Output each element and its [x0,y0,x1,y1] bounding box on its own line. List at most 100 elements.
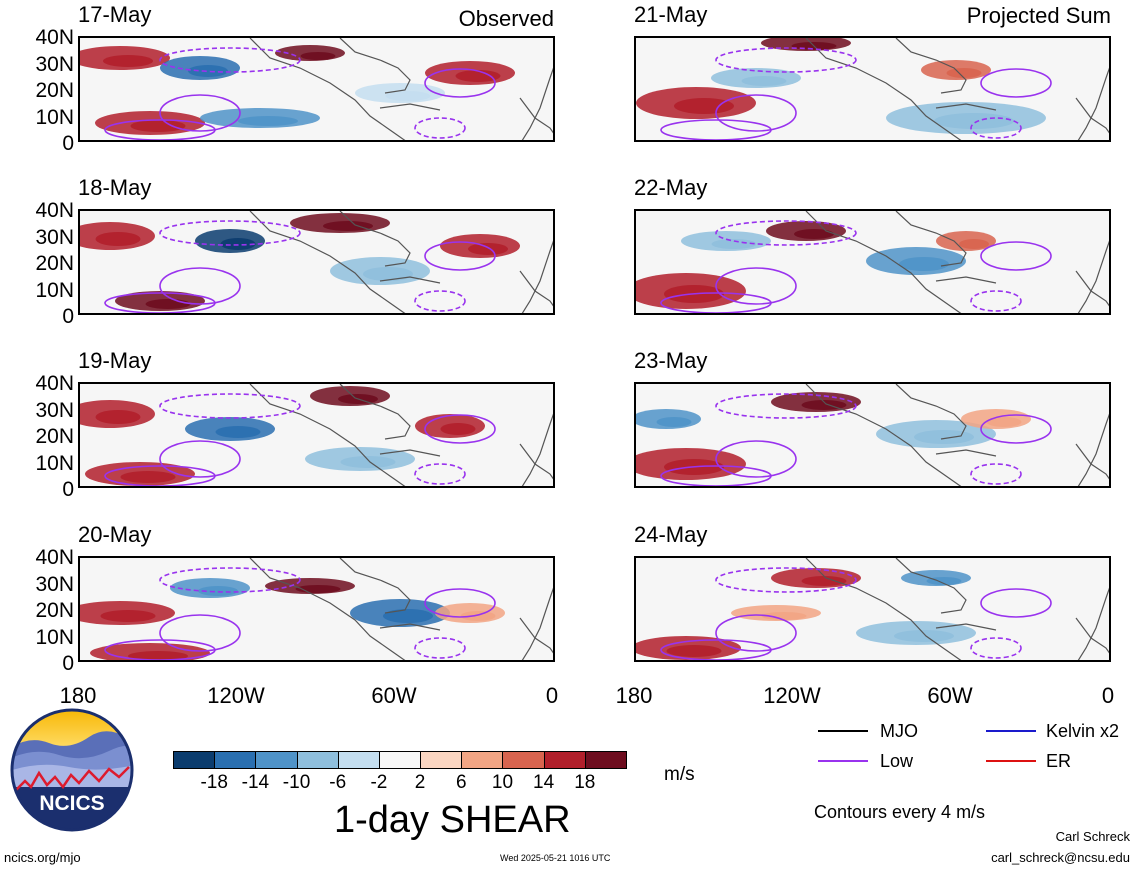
low-contour-positive [159,267,241,305]
low-contour-positive [424,414,496,444]
shear-blob [220,238,256,250]
colorbar-tick-label: 18 [574,772,596,793]
website-link[interactable]: ncics.org/mjo [4,850,81,865]
low-contour-negative [159,567,301,593]
lat-label-left-3-2: 20N [35,599,74,622]
shear-map-right-2 [634,382,1111,488]
colorbar-swatch [420,751,463,769]
colorbar-swatch [584,751,627,769]
shear-blob [95,410,141,424]
shear-blob [899,257,949,271]
lon-label-60w-left: 60W [371,683,417,708]
panel-date-right-3: 24-May [634,522,708,547]
low-contour-positive [104,465,216,486]
low-contour-negative [159,47,301,73]
colorbar-swatch [543,751,586,769]
colorbar-swatch [173,751,216,769]
shear-blob [666,645,722,657]
lon-label-60w-right: 60W [927,683,973,708]
shear-blob [934,113,1014,129]
low-contour-negative [414,463,466,485]
lat-label-left-3-4: 0 [62,652,74,675]
shear-blob [363,267,413,281]
lat-label-left-1-3: 10N [35,278,74,302]
panel-date-left-3: 20-May [78,522,152,547]
colorbar-swatch [337,751,380,769]
low-contour-positive [159,614,241,652]
author-email[interactable]: carl_schreck@ncsu.edu [991,850,1130,865]
colorbar-swatch [461,751,504,769]
shear-blob [340,456,396,468]
low-contour-negative [414,637,466,659]
legend-label-low: Low [880,751,914,771]
colorbar-title: 1-day SHEAR [334,799,571,841]
low-contour-positive [159,94,241,132]
low-contour-positive [980,414,1052,444]
shear-blob [128,651,188,660]
low-contour-positive [104,292,216,313]
low-contour-positive [424,68,496,98]
lat-label-left-0-3: 10N [35,105,74,129]
low-contour-negative [970,290,1022,312]
low-contour-positive [715,440,797,478]
shear-blob [959,239,989,249]
colorbar-tick-label: -6 [329,772,347,793]
lon-label-180-left: 180 [59,683,97,708]
lon-label-0-left: 0 [545,683,559,708]
shear-blob [130,120,186,132]
low-contour-negative [970,463,1022,485]
legend-line-mjo [818,730,868,732]
shear-blob [894,630,954,642]
lon-label-0-right: 0 [1101,683,1115,708]
low-contour-negative [159,393,301,419]
colorbar [173,751,627,769]
shear-blob [188,65,228,77]
shear-blob [986,417,1022,427]
shear-map-right-1 [634,209,1111,315]
lat-label-left-3-0: 40N [35,546,74,569]
lat-label-left-2-3: 10N [35,451,74,475]
low-contour-negative [715,393,857,419]
low-contour-positive [715,267,797,305]
low-contour-negative [414,117,466,139]
observed-label: Observed [458,6,554,31]
shear-blob [656,417,692,427]
colorbar-tick-label: 14 [533,772,555,793]
shear-blob [926,577,962,585]
low-contour-positive [159,440,241,478]
panel-date-left-0: 17-May [78,2,152,27]
shear-map-left-1 [78,209,555,315]
lat-label-left-0-4: 0 [62,132,74,155]
colorbar-tick-label: 2 [414,772,426,793]
low-contour-positive [980,241,1052,271]
lon-label-120w-right: 120W [763,683,821,708]
shear-blob [801,576,847,586]
shear-blob [238,116,298,126]
logo-text: NCICS [39,792,104,815]
colorbar-swatch [296,751,339,769]
shear-blob [300,52,336,60]
lat-label-left-2-2: 20N [35,425,74,448]
coastline [249,211,553,313]
shear-blob [761,612,807,620]
shear-blob [385,91,431,101]
low-contour-positive [104,639,216,660]
shear-blob [103,55,153,67]
shear-blob [468,243,508,255]
shear-map-left-0 [78,36,555,142]
shear-blob [198,586,238,596]
legend-label-mjo: MJO [880,721,918,741]
lat-label-left-1-2: 20N [35,252,74,275]
shear-blob [100,610,156,622]
colorbar-tick-label: 6 [455,772,467,793]
panel-date-right-1: 22-May [634,175,708,200]
shear-blob [794,229,834,239]
low-contour-positive [424,241,496,271]
shear-map-left-3 [78,556,555,662]
low-contour-positive [715,614,797,652]
colorbar-tick-label: -10 [282,772,311,793]
coastline [249,558,553,660]
shear-blob [145,299,191,309]
legend-label-kelvin: Kelvin x2 [1046,721,1120,741]
low-contour-positive [660,465,772,486]
